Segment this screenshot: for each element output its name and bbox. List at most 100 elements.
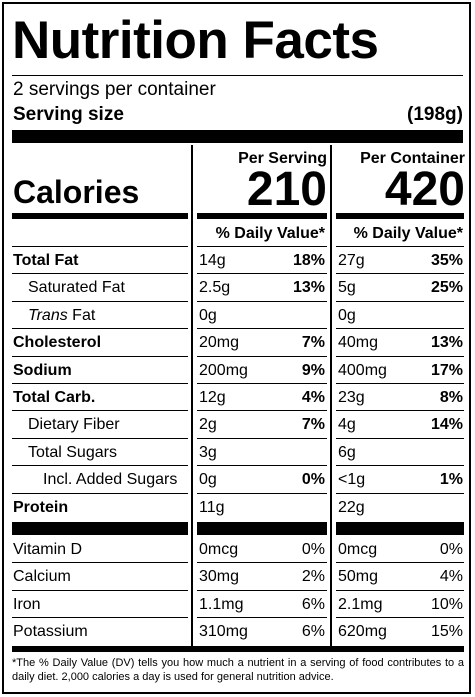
vitamin-label: Potassium [13, 623, 88, 640]
nutrient-row: Trans Fat 0g 0g [0, 302, 471, 329]
row-divider [12, 590, 188, 591]
per-container-dv: 10% [430, 596, 463, 613]
calories-label: Calories [13, 174, 140, 210]
servings-per-container: 2 servings per container [13, 79, 216, 100]
divider [12, 75, 463, 76]
per-container-amount: 400mg [338, 362, 387, 379]
per-serving-dv: 0% [301, 541, 325, 558]
per-container-dv: 35% [430, 252, 463, 269]
per-serving-amount: 0g [199, 307, 217, 324]
per-container-amount: 0mcg [338, 541, 378, 558]
row-divider [336, 301, 464, 302]
vitamin-label: Vitamin D [13, 541, 83, 558]
vitamin-row: Potassium 310mg 620mg 6% 15% [0, 618, 471, 645]
row-divider [197, 410, 327, 411]
per-serving-calories: 210 [246, 163, 327, 216]
nutrient-label: Protein [13, 499, 69, 516]
row-divider [12, 493, 188, 494]
calories-rule [197, 213, 327, 219]
label-title: Nutrition Facts [12, 11, 379, 70]
row-divider [12, 438, 188, 439]
row-divider [197, 438, 327, 439]
row-divider [336, 438, 464, 439]
per-container-amount: 40mg [338, 334, 379, 351]
per-container-dv: 25% [430, 279, 463, 296]
row-divider [12, 562, 188, 563]
vitamin-label: Iron [13, 596, 41, 613]
per-container-amount: 5g [338, 279, 356, 296]
vitamin-label: Calcium [13, 568, 71, 585]
per-container-dv: 8% [439, 389, 463, 406]
row-divider [197, 562, 327, 563]
per-serving-amount: 11g [199, 499, 225, 516]
vitamin-row: Vitamin D 0mcg 0mcg 0% 0% [0, 536, 471, 563]
per-container-dv: 4% [439, 568, 463, 585]
nutrient-row: Total Fat 14g 27g 18% 35% [0, 247, 471, 274]
per-container-amount: 0g [338, 307, 356, 324]
nutrient-row: Sodium 200mg 400mg 9% 17% [0, 357, 471, 384]
row-divider [12, 328, 188, 329]
row-divider [336, 562, 464, 563]
per-container-amount: 27g [338, 252, 365, 269]
vitamin-row: Iron 1.1mg 2.1mg 6% 10% [0, 591, 471, 618]
row-divider [336, 383, 464, 384]
per-serving-amount: 1.1mg [199, 596, 244, 613]
row-divider [12, 410, 188, 411]
nutrient-label: Saturated Fat [28, 279, 125, 296]
row-divider [197, 493, 327, 494]
row-divider [197, 465, 327, 466]
row-divider [197, 383, 327, 384]
per-serving-dv: 4% [301, 389, 325, 406]
per-serving-heading: Per Serving [238, 150, 327, 167]
row-divider [336, 273, 464, 274]
nutrient-label: Sodium [13, 362, 72, 379]
row-divider [197, 301, 327, 302]
per-serving-amount: 12g [199, 389, 226, 406]
column-divider-1 [191, 145, 193, 646]
per-serving-dv-heading: % Daily Value* [215, 225, 325, 242]
nutrient-label: Trans Fat [28, 302, 95, 329]
row-divider [336, 590, 464, 591]
row-divider [197, 617, 327, 618]
row-divider [197, 356, 327, 357]
row-divider [12, 356, 188, 357]
nutrient-label: Total Sugars [28, 444, 117, 461]
per-serving-dv: 9% [301, 362, 325, 379]
per-serving-amount: 3g [199, 444, 217, 461]
per-container-dv-heading: % Daily Value* [353, 225, 463, 242]
per-serving-dv: 2% [301, 568, 325, 585]
calories-rule [12, 213, 188, 219]
per-container-dv: 13% [430, 334, 463, 351]
nutrient-row: Protein 11g 22g [0, 494, 471, 521]
vitamin-row: Calcium 30mg 50mg 2% 4% [0, 563, 471, 590]
thick-divider [12, 130, 463, 143]
row-divider [336, 410, 464, 411]
per-container-dv: 0% [439, 541, 463, 558]
row-divider [12, 383, 188, 384]
per-container-dv: 1% [439, 471, 463, 488]
row-divider [336, 617, 464, 618]
per-serving-dv: 0% [301, 471, 325, 488]
per-serving-dv: 13% [292, 279, 325, 296]
footnote-rule [12, 646, 464, 652]
nutrient-label: Total Fat [13, 252, 79, 269]
per-serving-amount: 0g [199, 471, 217, 488]
per-serving-amount: 310mg [199, 623, 248, 640]
per-serving-amount: 200mg [199, 362, 248, 379]
nutrient-label: Incl. Added Sugars [43, 471, 178, 488]
nutrient-label: Cholesterol [13, 334, 102, 351]
row-divider [336, 465, 464, 466]
row-divider [336, 356, 464, 357]
nutrient-label: Dietary Fiber [28, 416, 120, 433]
row-divider [12, 301, 188, 302]
footnote: *The % Daily Value (DV) tells you how mu… [12, 657, 464, 683]
nutrient-label-text: Fat [67, 307, 96, 324]
row-divider [12, 246, 188, 247]
per-container-amount: 23g [338, 389, 365, 406]
per-container-dv: 14% [430, 416, 463, 433]
nutrient-row: Total Carb. 12g 23g 4% 8% [0, 384, 471, 411]
per-serving-dv: 7% [301, 416, 325, 433]
thick-divider [336, 522, 464, 535]
per-serving-amount: 14g [199, 252, 226, 269]
